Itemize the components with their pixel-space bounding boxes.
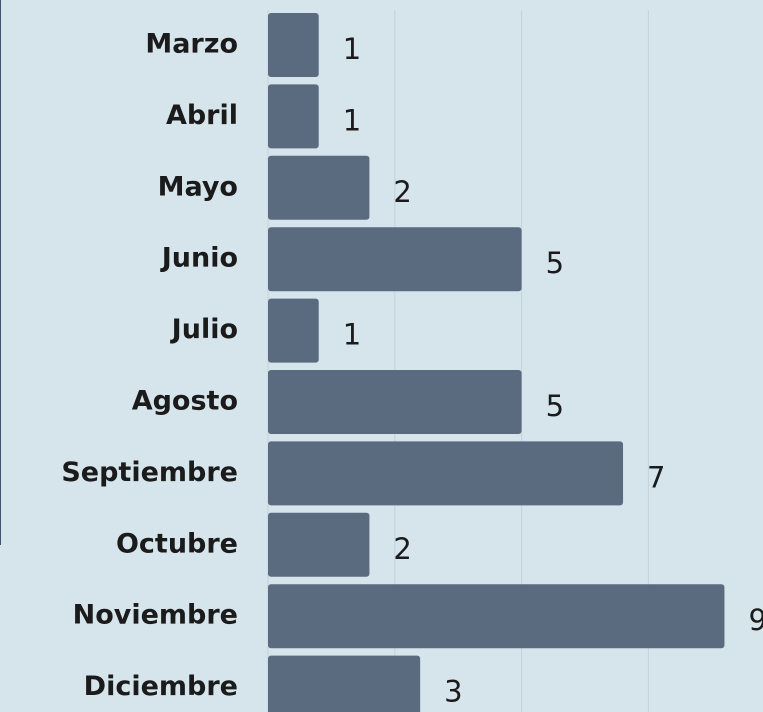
category-label: Diciembre — [84, 671, 238, 702]
bar — [268, 370, 522, 434]
bar — [268, 298, 319, 363]
value-label: 1 — [343, 32, 361, 66]
category-label: Octubre — [116, 528, 238, 559]
bar — [268, 512, 370, 577]
category-label: Agosto — [132, 386, 238, 417]
category-label: Junio — [160, 243, 238, 274]
value-label: 7 — [647, 460, 665, 494]
value-label: 2 — [393, 175, 411, 209]
category-label: Abril — [166, 100, 238, 131]
bar — [268, 155, 370, 220]
value-label: 1 — [343, 103, 361, 137]
category-label: Mayo — [158, 171, 238, 202]
bar — [268, 84, 319, 149]
bar — [268, 584, 725, 649]
bar — [268, 13, 319, 77]
category-label: Julio — [170, 314, 238, 345]
bar — [268, 227, 522, 292]
bar — [268, 655, 421, 712]
bar — [268, 441, 624, 506]
value-label: 1 — [343, 318, 361, 352]
value-label: 9 — [748, 603, 763, 637]
value-label: 3 — [444, 675, 462, 709]
category-label: Septiembre — [61, 457, 238, 488]
value-label: 5 — [546, 246, 564, 280]
category-label: Noviembre — [73, 600, 238, 631]
value-label: 2 — [393, 532, 411, 566]
category-label: Marzo — [145, 29, 238, 60]
value-label: 5 — [546, 389, 564, 423]
